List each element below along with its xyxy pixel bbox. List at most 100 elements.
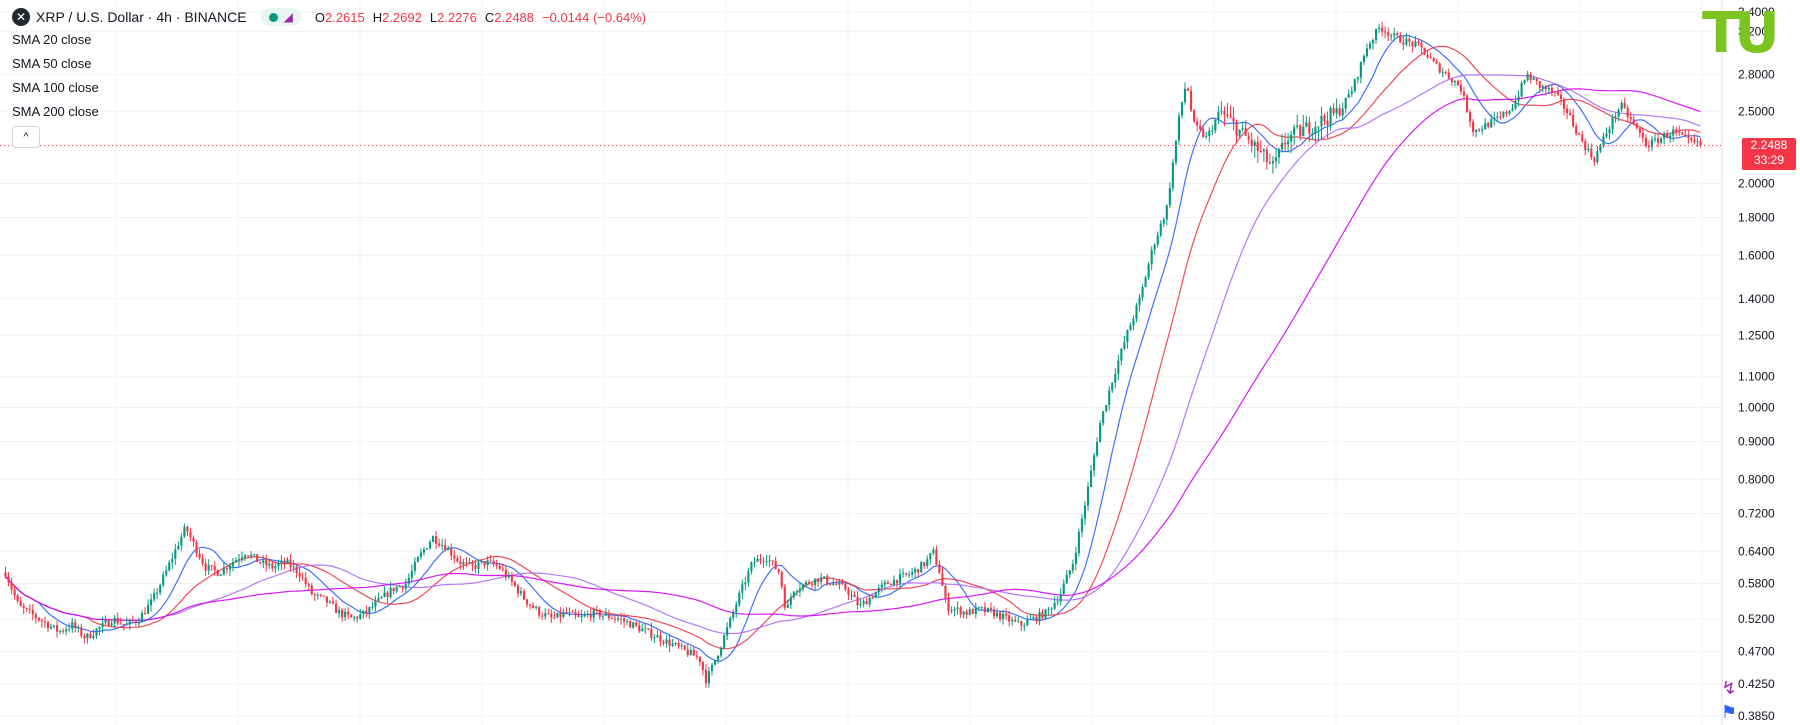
- candle: [668, 633, 671, 653]
- candle: [695, 650, 698, 660]
- candle-body: [1638, 128, 1641, 133]
- candle: [92, 629, 95, 640]
- candle-body: [532, 605, 535, 608]
- indicator-sma-200[interactable]: SMA 200 close: [0, 100, 646, 124]
- close-value: 2.2488: [494, 9, 535, 25]
- candle-body: [1399, 34, 1402, 43]
- candle-body: [698, 656, 701, 662]
- candle-body: [801, 584, 805, 589]
- candle: [1438, 62, 1441, 75]
- flag-region-icon[interactable]: ⚑: [1720, 702, 1738, 722]
- price-axis[interactable]: 3.4000 3.2000 2.8000 2.5000 2.0000 1.8000 1.60…: [1721, 0, 1775, 725]
- candle: [1199, 119, 1202, 132]
- candle: [1005, 608, 1008, 621]
- candle: [1217, 105, 1220, 124]
- candle-body: [247, 555, 250, 557]
- candle: [422, 546, 426, 556]
- candle: [895, 579, 899, 588]
- candle-body: [626, 621, 629, 623]
- candle-body: [1414, 41, 1417, 47]
- candle: [1593, 156, 1596, 167]
- candle-body: [195, 541, 198, 554]
- candle-body: [1284, 142, 1287, 145]
- candle-body: [68, 628, 71, 630]
- candle-body: [629, 621, 632, 628]
- candle: [771, 560, 774, 566]
- lightning-settings-icon[interactable]: ↯: [1721, 678, 1737, 698]
- candle-body: [1111, 382, 1114, 391]
- candle-body: [1050, 608, 1053, 610]
- candle-body: [935, 549, 938, 565]
- candle: [901, 568, 905, 578]
- candle-body: [1365, 48, 1369, 57]
- candle-body: [1656, 138, 1660, 143]
- candle: [856, 590, 859, 610]
- candle-body: [1666, 133, 1669, 138]
- candle-body: [571, 611, 574, 613]
- candle: [1620, 100, 1623, 112]
- candle-body: [1138, 297, 1141, 306]
- candle-body: [486, 560, 489, 566]
- candle-body: [1323, 115, 1326, 121]
- candle: [1293, 124, 1296, 146]
- candle: [914, 566, 917, 578]
- collapse-legend-button[interactable]: ^: [12, 126, 40, 148]
- candle: [1541, 84, 1544, 93]
- candle-body: [1017, 621, 1020, 623]
- candle: [898, 568, 902, 589]
- candle-body: [1444, 72, 1447, 74]
- candle: [971, 607, 974, 615]
- candle: [143, 607, 147, 615]
- candle-body: [550, 613, 553, 618]
- candle-body: [1287, 141, 1290, 145]
- candle-body: [1326, 120, 1329, 125]
- candle: [1108, 386, 1111, 411]
- market-status-pill[interactable]: ◢: [260, 8, 301, 26]
- price-tick-label: 0.9000: [1738, 435, 1775, 449]
- indicator-sma-50[interactable]: SMA 50 close: [0, 52, 646, 76]
- candle-body: [871, 597, 874, 599]
- symbol-title[interactable]: XRP / U.S. Dollar · 4h · BINANCE: [36, 9, 247, 25]
- candle-body: [1635, 123, 1638, 129]
- candle-body: [1478, 129, 1481, 131]
- candle: [774, 556, 777, 570]
- sma-200-line: [5, 88, 1701, 621]
- candle: [283, 557, 286, 570]
- candle-body: [480, 561, 483, 563]
- candle-body: [713, 660, 717, 665]
- candle: [1638, 127, 1641, 138]
- candle: [22, 603, 25, 615]
- candle: [1350, 86, 1353, 98]
- candle-body: [920, 562, 923, 573]
- candle: [616, 614, 620, 622]
- candle-body: [983, 607, 986, 612]
- candle: [1484, 118, 1487, 130]
- candle-body: [444, 544, 447, 551]
- candle: [1468, 109, 1472, 128]
- candle-body: [219, 574, 222, 576]
- open-label: O: [314, 9, 325, 25]
- candle: [1487, 121, 1490, 129]
- candle: [489, 554, 492, 563]
- candle-body: [353, 617, 356, 619]
- candle-body: [565, 612, 568, 614]
- candle: [1341, 102, 1344, 120]
- candle: [938, 560, 941, 574]
- price-tick-label: 0.8000: [1738, 473, 1775, 487]
- candle: [1590, 143, 1593, 160]
- candle-body: [1447, 72, 1450, 79]
- candle: [31, 604, 34, 621]
- candle-body: [874, 592, 877, 598]
- indicator-sma-20[interactable]: SMA 20 close: [0, 28, 646, 52]
- candle: [435, 530, 438, 550]
- candle: [983, 602, 986, 617]
- candle: [568, 607, 571, 617]
- candle: [1399, 32, 1402, 43]
- candle: [146, 599, 150, 615]
- candle-body: [1150, 249, 1153, 265]
- indicator-sma-100[interactable]: SMA 100 close: [0, 76, 646, 100]
- candle: [1092, 452, 1096, 477]
- candle: [707, 666, 711, 688]
- candle-body: [74, 622, 77, 628]
